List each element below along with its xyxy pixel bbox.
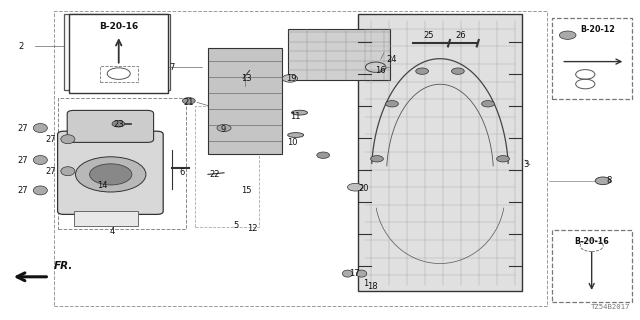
- Circle shape: [481, 100, 494, 107]
- Ellipse shape: [342, 270, 353, 277]
- Circle shape: [559, 31, 576, 39]
- Circle shape: [595, 177, 611, 185]
- Text: 8: 8: [607, 176, 612, 185]
- Text: 23: 23: [113, 120, 124, 129]
- Bar: [288, 29, 390, 80]
- Circle shape: [451, 68, 464, 74]
- Circle shape: [348, 183, 363, 191]
- Text: 2: 2: [19, 42, 24, 51]
- Text: B-20-16: B-20-16: [99, 22, 138, 31]
- Circle shape: [90, 164, 132, 185]
- Text: 25: 25: [424, 31, 434, 40]
- Ellipse shape: [33, 186, 47, 195]
- FancyBboxPatch shape: [67, 110, 154, 142]
- Ellipse shape: [61, 167, 75, 176]
- Ellipse shape: [292, 110, 308, 115]
- Circle shape: [217, 124, 231, 132]
- Text: 27: 27: [46, 135, 56, 144]
- Bar: [358, 14, 522, 291]
- Bar: [74, 211, 138, 226]
- Text: 27: 27: [17, 156, 28, 164]
- Text: 7: 7: [169, 63, 174, 72]
- Circle shape: [282, 75, 298, 82]
- Text: 9: 9: [220, 125, 225, 134]
- Ellipse shape: [61, 135, 75, 144]
- Text: 27: 27: [46, 167, 56, 176]
- Text: 6: 6: [180, 168, 185, 177]
- Text: FR.: FR.: [54, 261, 73, 271]
- Circle shape: [112, 121, 125, 127]
- Bar: [208, 48, 282, 154]
- Bar: [54, 11, 547, 306]
- Text: 11: 11: [291, 112, 301, 121]
- Circle shape: [371, 156, 383, 162]
- Text: 15: 15: [241, 186, 252, 195]
- Text: 27: 27: [17, 124, 28, 132]
- Circle shape: [317, 152, 330, 158]
- Text: 24: 24: [387, 55, 397, 64]
- Text: TZ54B2017: TZ54B2017: [591, 304, 630, 310]
- Text: B-20-16: B-20-16: [574, 237, 609, 246]
- FancyBboxPatch shape: [58, 131, 163, 214]
- Text: 5: 5: [233, 221, 238, 230]
- Circle shape: [497, 156, 509, 162]
- Text: 10: 10: [287, 138, 298, 147]
- Text: 4: 4: [109, 228, 115, 236]
- Ellipse shape: [33, 156, 47, 164]
- Text: 19: 19: [286, 74, 296, 83]
- Bar: [195, 106, 259, 227]
- Bar: [58, 98, 186, 229]
- Text: 1: 1: [364, 279, 369, 288]
- Text: 20: 20: [358, 184, 369, 193]
- Ellipse shape: [356, 270, 367, 277]
- Text: 26: 26: [456, 31, 466, 40]
- Circle shape: [76, 157, 146, 192]
- Ellipse shape: [288, 133, 304, 138]
- Text: 13: 13: [241, 74, 252, 83]
- Text: 14: 14: [97, 181, 108, 190]
- Text: 18: 18: [367, 282, 378, 291]
- Circle shape: [416, 68, 429, 74]
- Text: 21: 21: [184, 98, 194, 107]
- Circle shape: [386, 100, 399, 107]
- Bar: [64, 14, 170, 90]
- Ellipse shape: [33, 124, 47, 132]
- Bar: [552, 230, 632, 302]
- Bar: [100, 66, 138, 82]
- Text: 27: 27: [17, 186, 28, 195]
- Bar: [552, 18, 632, 99]
- Text: 16: 16: [376, 66, 386, 75]
- Text: 3: 3: [524, 160, 529, 169]
- Bar: [69, 14, 168, 93]
- Text: B-20-12: B-20-12: [580, 25, 616, 34]
- Text: 17: 17: [349, 269, 359, 278]
- Circle shape: [182, 98, 195, 104]
- Text: 12: 12: [248, 224, 258, 233]
- Text: 22: 22: [209, 170, 220, 179]
